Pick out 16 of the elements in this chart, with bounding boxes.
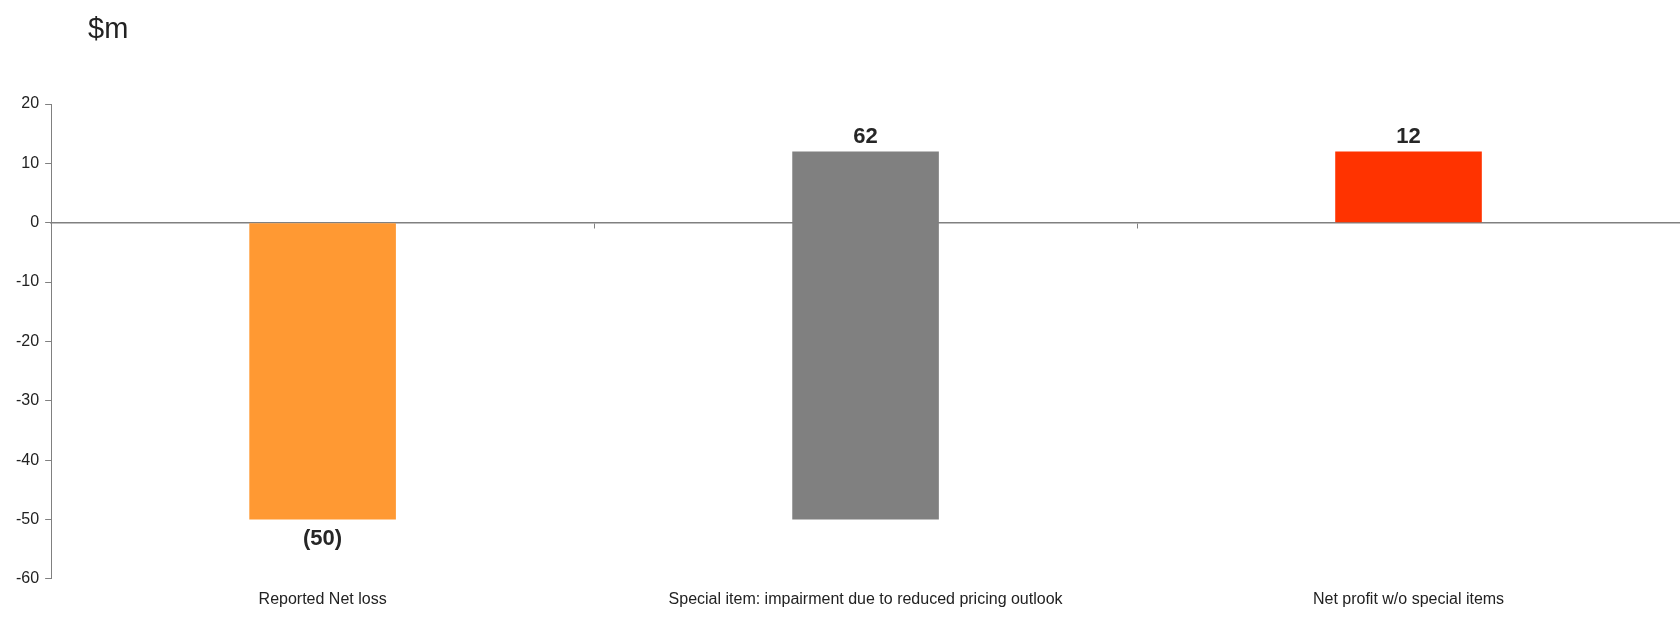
data-label: 12 <box>1396 122 1421 148</box>
x-tick-label: Special item: impairment due to reduced pricing outlook <box>668 589 1064 607</box>
x-tick-label: Net profit w/o special items <box>1312 589 1505 607</box>
y-tick-label: -20 <box>16 331 40 349</box>
y-tick-label: -60 <box>16 569 40 587</box>
y-tick-label: -10 <box>16 272 40 290</box>
y-tick-label: -40 <box>16 450 40 468</box>
y-tick-label: 10 <box>21 153 40 171</box>
x-tick-label: Reported Net loss <box>258 589 387 607</box>
data-label: 62 <box>853 122 878 148</box>
data-label: (50) <box>303 524 343 550</box>
y-tick-label: 0 <box>30 213 40 231</box>
y-tick-label: -50 <box>16 509 40 527</box>
y-axis-title: $m <box>88 12 129 45</box>
y-tick-label: 20 <box>21 94 40 112</box>
y-tick-label: -30 <box>16 391 40 409</box>
